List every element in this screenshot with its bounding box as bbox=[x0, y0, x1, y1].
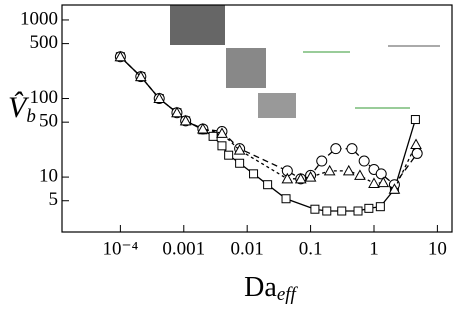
triangle-marker bbox=[233, 144, 246, 155]
triangle-marker bbox=[377, 176, 390, 188]
circle-marker bbox=[358, 155, 370, 167]
triangle-marker bbox=[323, 164, 336, 176]
square-marker bbox=[353, 206, 363, 216]
y-tick-label: 100 bbox=[30, 87, 59, 108]
triangle-marker bbox=[153, 92, 166, 104]
circle-marker bbox=[346, 143, 358, 155]
plot-frame bbox=[61, 4, 453, 233]
square-marker bbox=[375, 202, 385, 212]
square-marker bbox=[208, 131, 218, 141]
y-axis-label-main: V̂ bbox=[8, 91, 30, 124]
y-axis-label-sub: b bbox=[26, 106, 36, 127]
circle-marker bbox=[330, 143, 342, 155]
square-marker bbox=[364, 203, 374, 213]
y-tick-label: 5 bbox=[49, 189, 59, 210]
inset-images bbox=[170, 5, 440, 118]
y-tick-label: 50 bbox=[39, 111, 58, 132]
triangle-marker bbox=[216, 127, 228, 138]
triangle-marker bbox=[281, 172, 294, 184]
triangle-marker bbox=[134, 70, 147, 82]
square-marker bbox=[235, 158, 245, 168]
x-tick-label: 0.001 bbox=[162, 238, 205, 259]
x-tick-label: 0.1 bbox=[299, 238, 323, 259]
triangle-marker bbox=[294, 172, 307, 184]
triangle-marker bbox=[354, 169, 366, 180]
x-axis-label: Daeff bbox=[244, 272, 298, 305]
x-tick-label: 10 bbox=[428, 238, 447, 259]
y-tick-label: 1000 bbox=[20, 8, 58, 29]
square-marker bbox=[322, 206, 332, 216]
x-tick-label: 1 bbox=[369, 238, 379, 259]
triangle-marker bbox=[179, 114, 192, 126]
x-tick-label: 10⁻⁴ bbox=[103, 238, 139, 259]
y-axis-label: V̂b bbox=[8, 91, 36, 127]
square-marker bbox=[263, 180, 273, 190]
x-axis-label-sub: eff bbox=[277, 284, 299, 305]
y-tick-label: 10 bbox=[39, 165, 58, 186]
square-marker bbox=[281, 194, 291, 204]
square-marker bbox=[249, 169, 259, 179]
square-marker bbox=[310, 204, 320, 214]
triangle-marker bbox=[410, 138, 422, 149]
triangle-marker bbox=[368, 177, 380, 188]
circle-marker bbox=[375, 168, 387, 180]
square-marker bbox=[410, 115, 420, 125]
square-marker bbox=[337, 206, 347, 216]
y-tick-label: 500 bbox=[30, 32, 59, 53]
inset-image bbox=[226, 48, 266, 88]
x-tick-label: 0.01 bbox=[231, 238, 264, 259]
triangle-marker bbox=[388, 183, 401, 194]
triangle-marker bbox=[197, 122, 209, 134]
triangle-marker bbox=[171, 106, 183, 118]
square-marker bbox=[224, 150, 234, 160]
circle-marker bbox=[316, 155, 328, 167]
triangle-marker bbox=[304, 171, 317, 182]
x-axis-label-main: Da bbox=[244, 272, 277, 303]
triangle-marker bbox=[114, 50, 127, 62]
square-marker bbox=[217, 141, 227, 151]
inset-image bbox=[170, 5, 225, 45]
inset-image bbox=[258, 93, 296, 118]
triangle-marker bbox=[342, 164, 355, 176]
